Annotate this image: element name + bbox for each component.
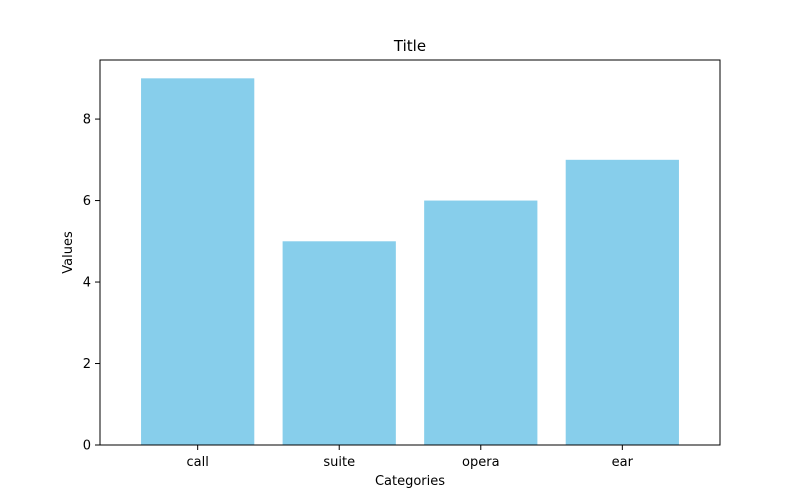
- bar-suite: [282, 241, 396, 445]
- bars: [141, 78, 679, 445]
- x-tick-label: suite: [323, 455, 355, 470]
- y-tick-label: 2: [83, 357, 91, 372]
- bar-ear: [565, 159, 679, 445]
- bar-opera: [424, 200, 538, 445]
- bar-call: [141, 78, 255, 445]
- chart-title: Title: [393, 37, 426, 55]
- x-tick-label: opera: [462, 455, 500, 470]
- x-axis-ticks: call suite opera ear: [186, 445, 634, 470]
- y-axis-ticks: 0 2 4 6 8: [83, 113, 100, 454]
- y-tick-label: 6: [83, 194, 91, 209]
- plot-frame: [99, 59, 721, 446]
- y-tick-label: 0: [83, 439, 91, 454]
- x-tick-label: call: [186, 455, 208, 470]
- y-tick-label: 8: [83, 113, 91, 128]
- x-tick-label: ear: [612, 455, 634, 470]
- y-axis-label: Values: [61, 231, 76, 274]
- x-axis-label: Categories: [375, 474, 445, 489]
- y-tick-label: 4: [83, 276, 91, 291]
